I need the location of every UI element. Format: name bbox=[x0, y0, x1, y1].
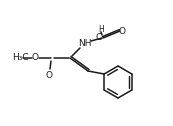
Text: H: H bbox=[98, 25, 104, 35]
Text: O: O bbox=[119, 26, 125, 36]
Text: NH: NH bbox=[78, 39, 92, 49]
Text: O: O bbox=[45, 71, 52, 80]
Text: O: O bbox=[31, 54, 39, 62]
Text: C: C bbox=[96, 33, 102, 41]
Text: H₃C: H₃C bbox=[12, 54, 29, 62]
